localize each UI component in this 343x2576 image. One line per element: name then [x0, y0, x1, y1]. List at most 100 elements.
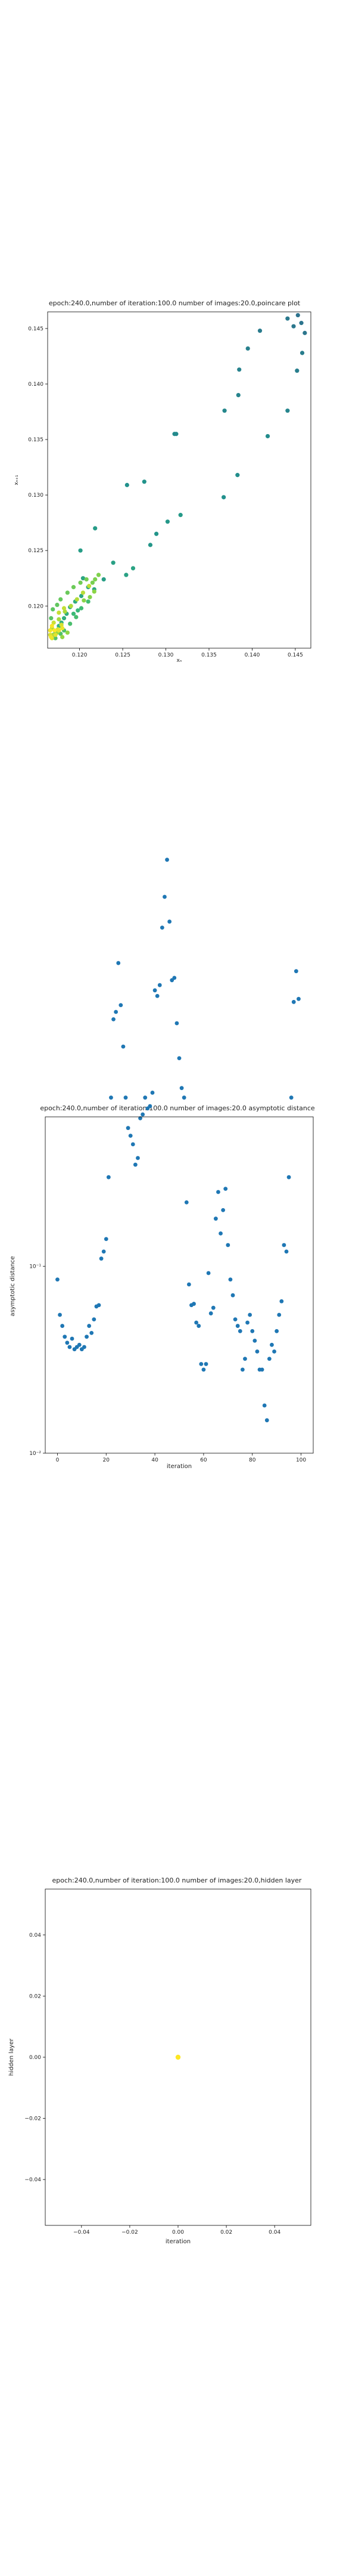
x-axis-ticks: −0.04 −0.02 0.00 0.02 0.04 — [73, 2225, 280, 2236]
scatter-point — [299, 321, 304, 326]
scatter-point — [257, 329, 263, 333]
scatter-point — [55, 1277, 60, 1282]
scatter-point — [49, 634, 54, 639]
scatter-point — [53, 636, 58, 640]
scatter-point — [116, 961, 121, 965]
scatter-point — [291, 999, 296, 1004]
scatter-point — [154, 531, 159, 536]
scatter-point — [65, 630, 70, 635]
scatter-point — [123, 1095, 128, 1100]
scatter-point — [109, 1095, 113, 1100]
scatter-point — [93, 577, 98, 582]
scatter-point — [133, 1162, 138, 1167]
scatter-point — [277, 1312, 282, 1317]
x-tick-label: 0.125 — [115, 652, 130, 658]
scatter-point — [157, 983, 162, 987]
scatter-point — [106, 1175, 111, 1179]
scatter-point — [245, 346, 250, 351]
scatter-point — [222, 408, 227, 413]
scatter-point — [57, 617, 61, 622]
scatter-point — [88, 595, 92, 599]
scatter-point — [199, 1362, 204, 1366]
scatter-point — [282, 1243, 286, 1247]
hidden-layer-plot: epoch:240.0,number of iteration:100.0 nu… — [8, 1877, 311, 2245]
scatter-point — [163, 894, 167, 899]
x-tick-label: 100 — [296, 1457, 306, 1463]
scatter-point — [264, 1418, 269, 1423]
scatter-point — [216, 1190, 220, 1194]
scatter-point — [230, 1293, 235, 1298]
scatter-point — [238, 1329, 242, 1333]
scatter-point — [78, 580, 83, 585]
scatter-point — [208, 1311, 213, 1315]
scatter-point — [197, 1324, 201, 1328]
scatter-point — [63, 1335, 67, 1339]
scatter-point — [87, 1324, 92, 1328]
x-tick-label: 20 — [103, 1457, 110, 1463]
x-tick-label: −0.02 — [121, 2230, 138, 2236]
x-axis-label: iteration — [167, 1463, 192, 1470]
scatter-point — [150, 1091, 155, 1095]
x-tick-label: 0.04 — [269, 2230, 280, 2236]
scatter-point — [235, 473, 240, 478]
x-tick-label: −0.04 — [73, 2230, 90, 2236]
scatter-point — [285, 316, 290, 321]
scatter-point — [201, 1367, 206, 1372]
scatter-point — [236, 393, 241, 398]
scatter-point — [237, 367, 242, 372]
scatter-point — [265, 434, 270, 439]
scatter-point — [48, 628, 52, 633]
scatter-point — [286, 1175, 291, 1179]
y-tick-label: 10⁻¹ — [29, 1264, 41, 1270]
scatter-point — [297, 996, 301, 1001]
plot-frame — [45, 1116, 314, 1454]
scatter-point — [71, 585, 76, 590]
scatter-point — [96, 572, 101, 577]
y-tick-label: 0.04 — [29, 1933, 41, 1939]
x-tick-label: 0.120 — [72, 652, 88, 658]
scatter-point — [82, 1345, 86, 1349]
scatter-point — [53, 633, 58, 637]
scatter-point — [89, 1330, 94, 1335]
scatter-point — [58, 1312, 62, 1317]
scatter-point — [61, 616, 67, 621]
scatter-point — [124, 482, 129, 487]
scatter-point — [165, 857, 169, 862]
scatter-point — [63, 609, 67, 614]
scatter-point — [57, 628, 61, 633]
scatter-point — [275, 1329, 279, 1333]
x-tick-label: 0.145 — [288, 652, 303, 658]
y-tick-label: −0.04 — [24, 2177, 41, 2183]
scatter-point — [65, 590, 70, 595]
scatter-point — [126, 1126, 130, 1131]
scatter-point — [93, 526, 98, 531]
scatter-point — [182, 1095, 186, 1100]
x-tick-label: 60 — [200, 1457, 207, 1463]
scatter-point — [99, 1256, 104, 1261]
scatter-point — [279, 1299, 284, 1304]
scatter-point — [294, 969, 298, 974]
x-axis-label: iteration — [166, 2238, 191, 2245]
scatter-points — [55, 857, 301, 1423]
asymptotic-distance-plot: epoch:240.0,number of iteration:100.0 nu… — [10, 857, 315, 1470]
scatter-point — [79, 606, 84, 611]
scatter-point — [221, 1208, 226, 1212]
scatter-point — [61, 606, 67, 611]
y-tick-label: 0.120 — [28, 603, 43, 609]
chart-title: epoch:240.0,number of iteration:100.0 nu… — [52, 1877, 302, 1884]
scatter-point — [192, 1302, 196, 1306]
scatter-point — [67, 1345, 72, 1349]
scatter-point — [148, 1104, 152, 1109]
scatter-point — [51, 620, 56, 625]
scatter-point — [57, 610, 61, 615]
scatter-point — [272, 1349, 276, 1354]
scatter-point — [213, 1216, 218, 1221]
x-tick-label: 0.140 — [245, 652, 260, 658]
scatter-point — [78, 548, 83, 553]
scatter-point — [285, 408, 290, 413]
x-axis-label: xₙ — [177, 658, 182, 664]
scatter-point — [270, 1342, 274, 1347]
scatter-point — [58, 597, 63, 602]
scatter-point — [49, 616, 54, 621]
scatter-point — [179, 1086, 184, 1091]
